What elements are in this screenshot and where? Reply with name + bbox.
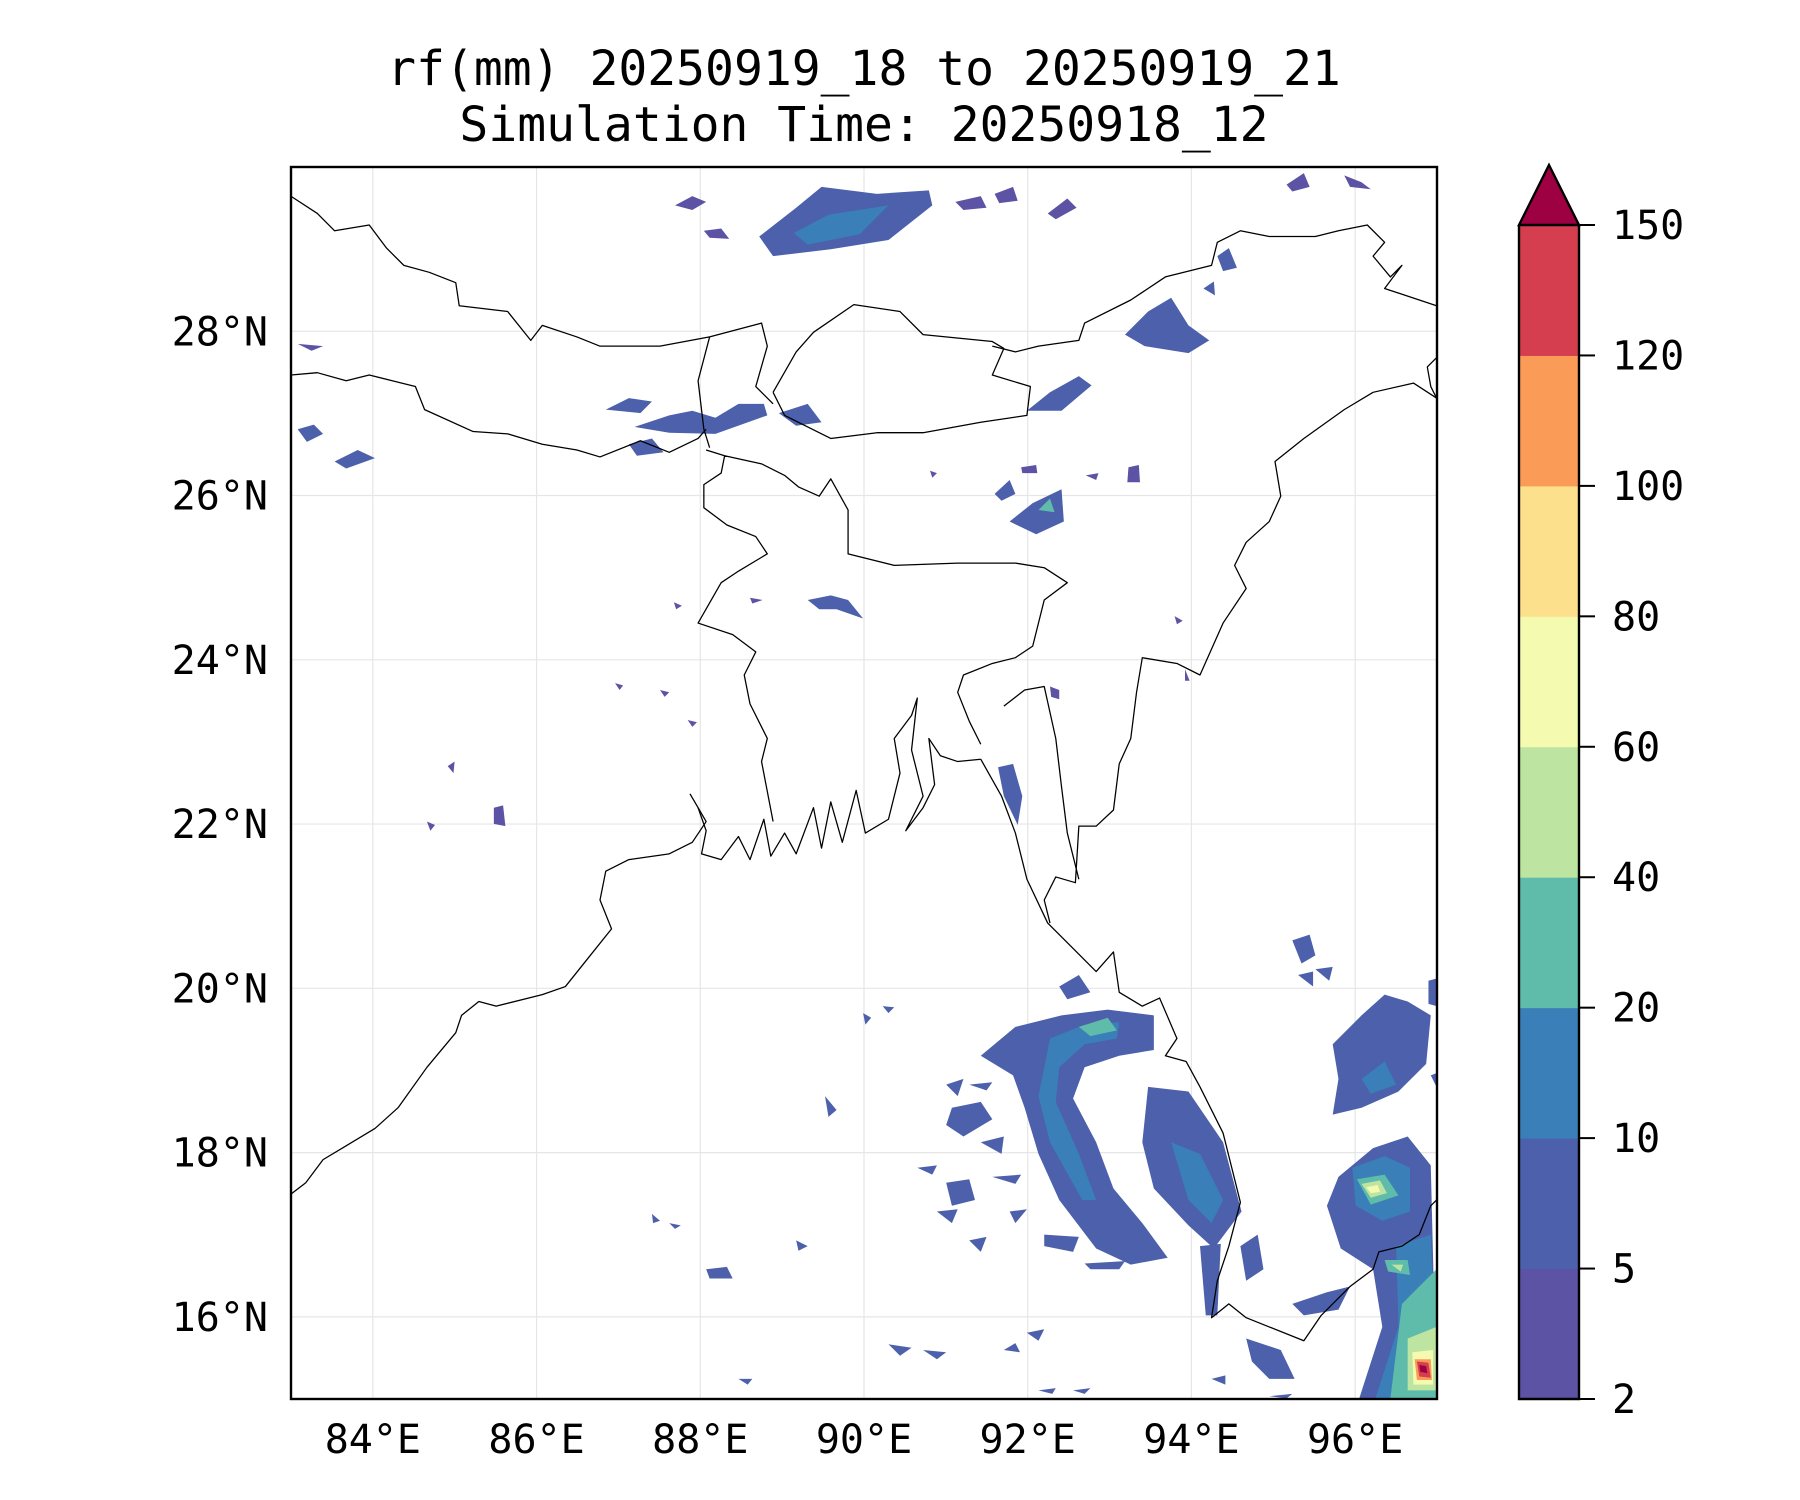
colorbar-segment (1519, 225, 1579, 356)
border-arunachal (1426, 357, 1437, 399)
rain-cell-assam (994, 376, 1092, 535)
x-tick-label: 84°E (325, 1417, 421, 1463)
border-bhutan (772, 303, 1032, 440)
border-nepal-south (291, 372, 707, 458)
rain-cell-ne (1125, 248, 1237, 354)
y-tick-label: 22°N (172, 802, 268, 848)
colorbar-segment (1519, 616, 1579, 748)
colorbar-segment (1519, 877, 1579, 1009)
border-bangladesh (697, 449, 1080, 880)
colorbar-tick-label: 150 (1612, 203, 1684, 249)
x-tick-label: 94°E (1143, 1417, 1239, 1463)
rain-cell (675, 173, 1371, 239)
y-tick-label: 16°N (172, 1295, 268, 1341)
rain-band-nepal (605, 398, 822, 456)
rain-cell-tibet-core (793, 205, 889, 245)
rain-band-myanmar-coast (1142, 1086, 1351, 1379)
chart-title: rf(mm) 20250919_18 to 20250919_21 (387, 41, 1341, 97)
map-area (291, 173, 1437, 1399)
colorbar-extend-arrow (1517, 162, 1581, 227)
rain-cell-se-green (1361, 1180, 1437, 1391)
rain-scatter-bay (651, 934, 1333, 1399)
rain-band-bay-core (1078, 1017, 1117, 1037)
colorbar-segment (1519, 485, 1579, 617)
colorbar-segment (1519, 1138, 1579, 1270)
coastline-east-india (291, 793, 707, 1195)
colorbar-segment (1519, 355, 1579, 487)
colorbar: 2 5 10 20 40 60 80 100 120 150 (1517, 162, 1684, 1423)
x-tick-label: 86°E (488, 1417, 584, 1463)
colorbar-tick-label: 80 (1612, 594, 1660, 640)
coastline-myanmar (980, 758, 1437, 1342)
x-tick-label: 96°E (1307, 1417, 1403, 1463)
rain-band-myanmar-core (1171, 1142, 1224, 1224)
colorbar-tick-label: 20 (1612, 986, 1660, 1032)
coastlines-and-borders (291, 195, 1437, 1342)
y-tick-label: 20°N (172, 966, 268, 1012)
colorbar-tick-label: 2 (1612, 1377, 1636, 1423)
border-sikkim (697, 336, 711, 448)
rain-cell-se-max (1419, 1365, 1428, 1374)
y-tick-label: 26°N (172, 474, 268, 520)
map-frame (289, 165, 1439, 1401)
rain-cell-assam-core (1038, 498, 1055, 513)
x-tick-label: 88°E (652, 1417, 748, 1463)
x-tick-label: 92°E (980, 1417, 1076, 1463)
rainfall-contours (297, 173, 1437, 1399)
coastline-bangladesh (697, 697, 981, 861)
colorbar-tick-label: 100 (1612, 464, 1684, 510)
rain-cell (297, 424, 1023, 826)
colorbar-segment (1519, 746, 1579, 878)
border-china-ne (992, 224, 1437, 353)
rain-band-bay-inner (1038, 1022, 1120, 1201)
colorbar-tick-label: 10 (1612, 1116, 1660, 1162)
colorbar-tick-label: 60 (1612, 725, 1660, 771)
colorbar-tick-label: 120 (1612, 333, 1684, 379)
colorbar-segment (1519, 1007, 1579, 1139)
gridlines (291, 167, 1437, 1399)
y-tick-label: 24°N (172, 638, 268, 684)
chart-subtitle: Simulation Time: 20250918_12 (459, 97, 1268, 153)
y-axis-ticks: 16°N 18°N 20°N 22°N 24°N 26°N 28°N (172, 309, 268, 1341)
colorbar-frame (1517, 225, 1581, 1401)
x-tick-label: 90°E (816, 1417, 912, 1463)
colorbar-segment (1519, 1268, 1579, 1400)
x-axis-ticks: 84°E 86°E 88°E 90°E 92°E 94°E 96°E (325, 1417, 1404, 1463)
y-tick-label: 18°N (172, 1131, 268, 1177)
rain-band-bay-outer (980, 1009, 1168, 1265)
border-nepal-north (291, 195, 774, 405)
y-tick-label: 28°N (172, 309, 268, 355)
colorbar-tick-label: 40 (1612, 855, 1660, 901)
colorbar-tick-label: 5 (1612, 1247, 1636, 1293)
border-myanmar-india (1043, 382, 1437, 924)
